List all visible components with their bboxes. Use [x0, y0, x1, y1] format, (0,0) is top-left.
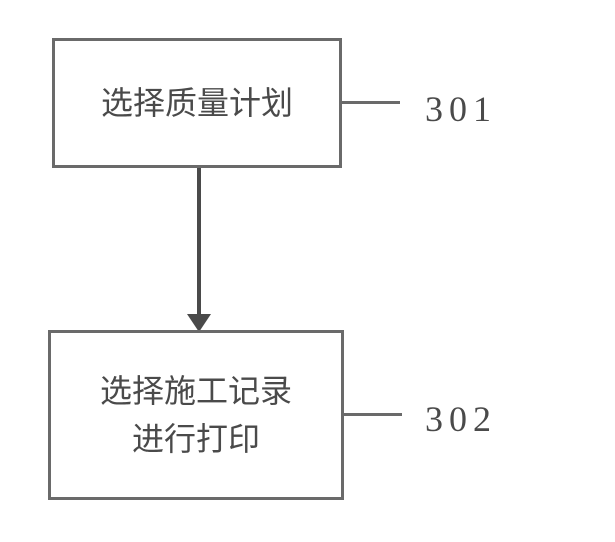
node-1-text: 选择质量计划 [93, 71, 301, 135]
node-2-text: 选择施工记录 进行打印 [92, 359, 300, 471]
node-1-connector [342, 101, 400, 104]
flowchart-node-1: 选择质量计划 [52, 38, 342, 168]
node-1-label: 301 [425, 88, 497, 130]
node-2-label: 302 [425, 398, 497, 440]
flowchart-node-2: 选择施工记录 进行打印 [48, 330, 344, 500]
node-2-connector [344, 413, 402, 416]
edge-1-line [197, 168, 201, 318]
flowchart-container: 选择质量计划 301 选择施工记录 进行打印 302 [0, 0, 615, 542]
